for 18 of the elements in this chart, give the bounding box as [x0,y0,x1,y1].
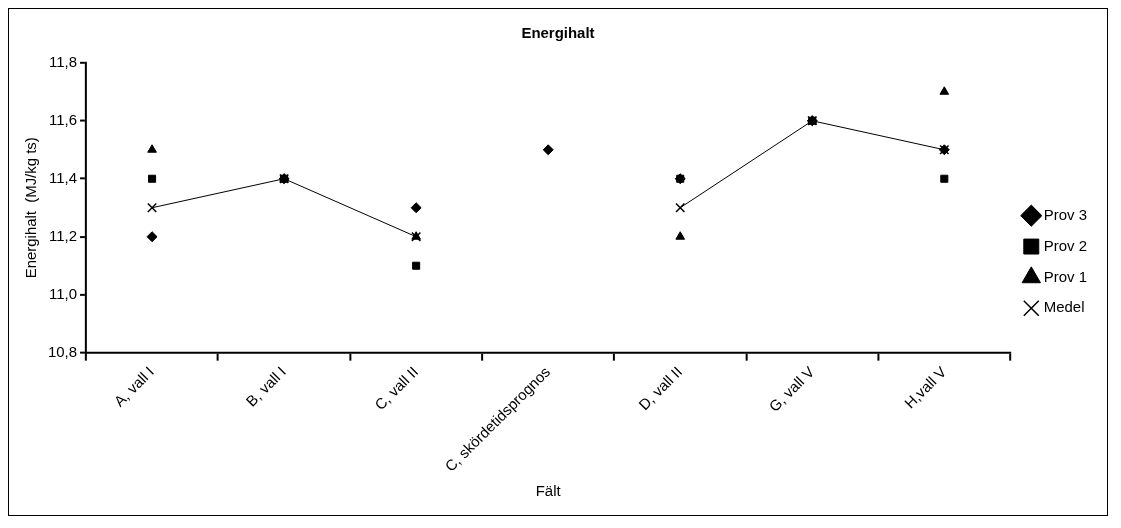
x-tick-label: C, vall II [370,363,422,414]
y-tick-label: 11,0 [49,284,78,302]
x-tick-label: A, vall I [110,363,158,410]
legend-label: Prov 3 [1043,205,1087,223]
legend-label: Medel [1043,298,1085,316]
y-tick-label: 11,2 [49,226,78,244]
y-tick-label: 11,8 [49,52,78,70]
y-tick-label: 11,6 [49,110,78,128]
x-tick-label: B, vall I [242,363,290,410]
legend-label: Prov 2 [1043,236,1087,254]
y-tick-label: 11,4 [49,168,78,186]
chart-title: Energihalt [521,24,595,42]
y-tick-label: 10,8 [47,342,78,360]
y-axis-title: Energihalt (MJ/kg ts) [22,137,40,279]
x-tick-label: G, vall V [765,362,818,415]
legend-label: Prov 1 [1043,267,1087,285]
x-tick-label: D, vall II [635,363,686,414]
x-axis-title: Fält [535,482,562,500]
